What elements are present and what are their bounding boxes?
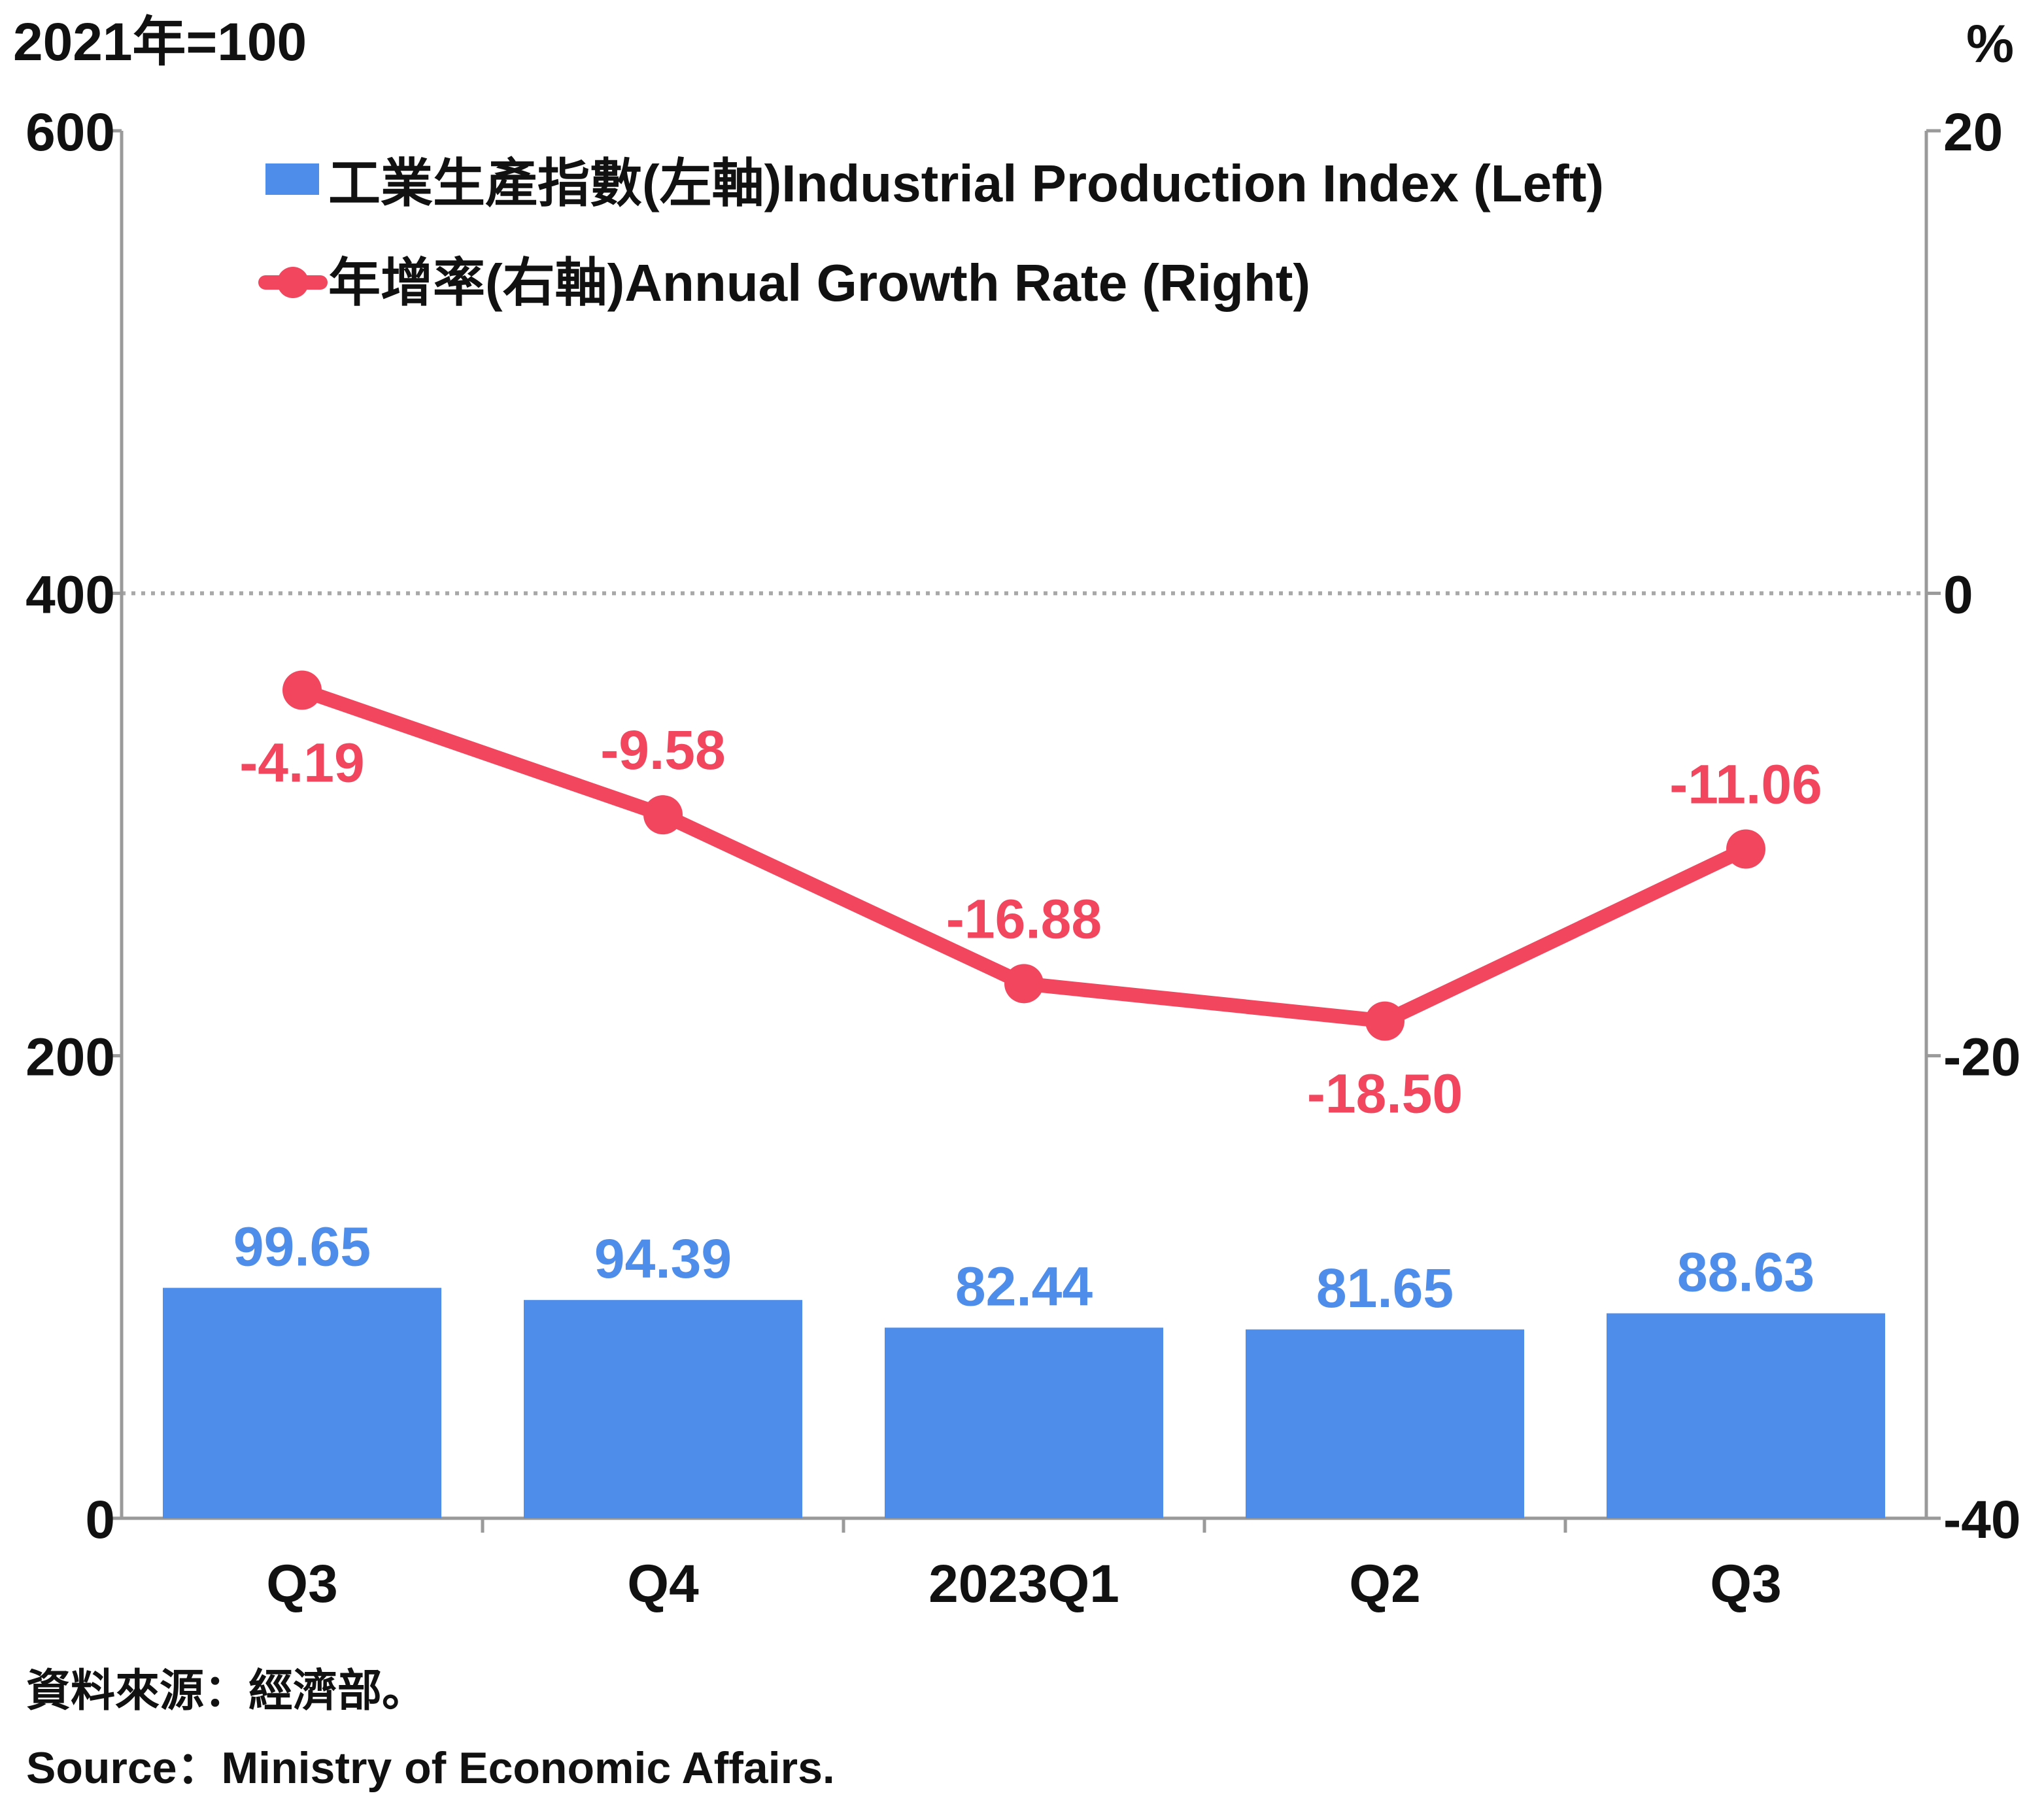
source-note-zh: 資料來源：經濟部。 — [26, 1666, 427, 1716]
right-tick-label: -20 — [1943, 1028, 2021, 1087]
line-series — [282, 670, 1765, 1041]
line-value-label: -11.06 — [1669, 753, 1822, 815]
axes: 0 200 400 600 -40 -20 0 20 Q3 Q4 2023Q1 Q2 Q3 — [26, 103, 2020, 1614]
right-tick-label: 20 — [1943, 103, 2003, 162]
bar-value-label: 88.63 — [1677, 1242, 1814, 1303]
bar-value-label: 82.44 — [955, 1255, 1093, 1317]
legend-line-marker — [277, 267, 309, 298]
growth-rate-point — [1726, 829, 1765, 869]
right-axis-unit: % — [1966, 14, 2014, 74]
bar-value-label: 94.39 — [594, 1228, 732, 1289]
right-tick-label: -40 — [1943, 1490, 2021, 1550]
left-tick-label: 400 — [26, 565, 115, 624]
legend-bar-label: 工業生產指數(左軸)Industrial Production Index (L… — [328, 154, 1604, 213]
growth-rate-point — [1365, 1001, 1405, 1041]
growth-rate-point — [643, 795, 683, 835]
production-index-bar — [1607, 1313, 1885, 1518]
x-category-label: Q3 — [1710, 1554, 1781, 1614]
line-value-label: -9.58 — [600, 719, 725, 781]
production-index-bar — [163, 1287, 441, 1518]
x-category-label: 2023Q1 — [928, 1554, 1119, 1614]
legend-line-label: 年增率(右軸)Annual Growth Rate (Right) — [328, 254, 1310, 312]
x-category-label: Q3 — [266, 1554, 337, 1614]
production-index-bar — [524, 1300, 802, 1518]
line-value-label: -18.50 — [1307, 1063, 1463, 1125]
growth-rate-point — [282, 670, 322, 710]
production-index-bar — [885, 1327, 1163, 1518]
left-tick-label: 600 — [26, 103, 115, 162]
left-tick-label: 0 — [85, 1490, 115, 1550]
bar-series — [163, 1287, 1885, 1518]
bar-value-label: 81.65 — [1316, 1257, 1454, 1319]
line-value-label: -4.19 — [239, 732, 364, 794]
line-value-label: -16.88 — [946, 888, 1102, 949]
right-tick-label: 0 — [1943, 565, 1973, 624]
legend-bar-swatch — [265, 163, 319, 195]
x-category-label: Q4 — [627, 1554, 699, 1614]
left-tick-label: 200 — [26, 1028, 115, 1087]
data-labels: 99.65 94.39 82.44 81.65 88.63 -4.19 -9.58 -16.8… — [233, 719, 1822, 1319]
growth-rate-point — [1004, 964, 1044, 1004]
x-category-label: Q2 — [1349, 1554, 1420, 1614]
bar-value-label: 99.65 — [233, 1216, 371, 1278]
left-axis-unit: 2021年=100 — [13, 12, 307, 72]
source-note-en: Source：Ministry of Economic Affairs. — [26, 1743, 835, 1793]
production-index-bar — [1246, 1329, 1524, 1518]
